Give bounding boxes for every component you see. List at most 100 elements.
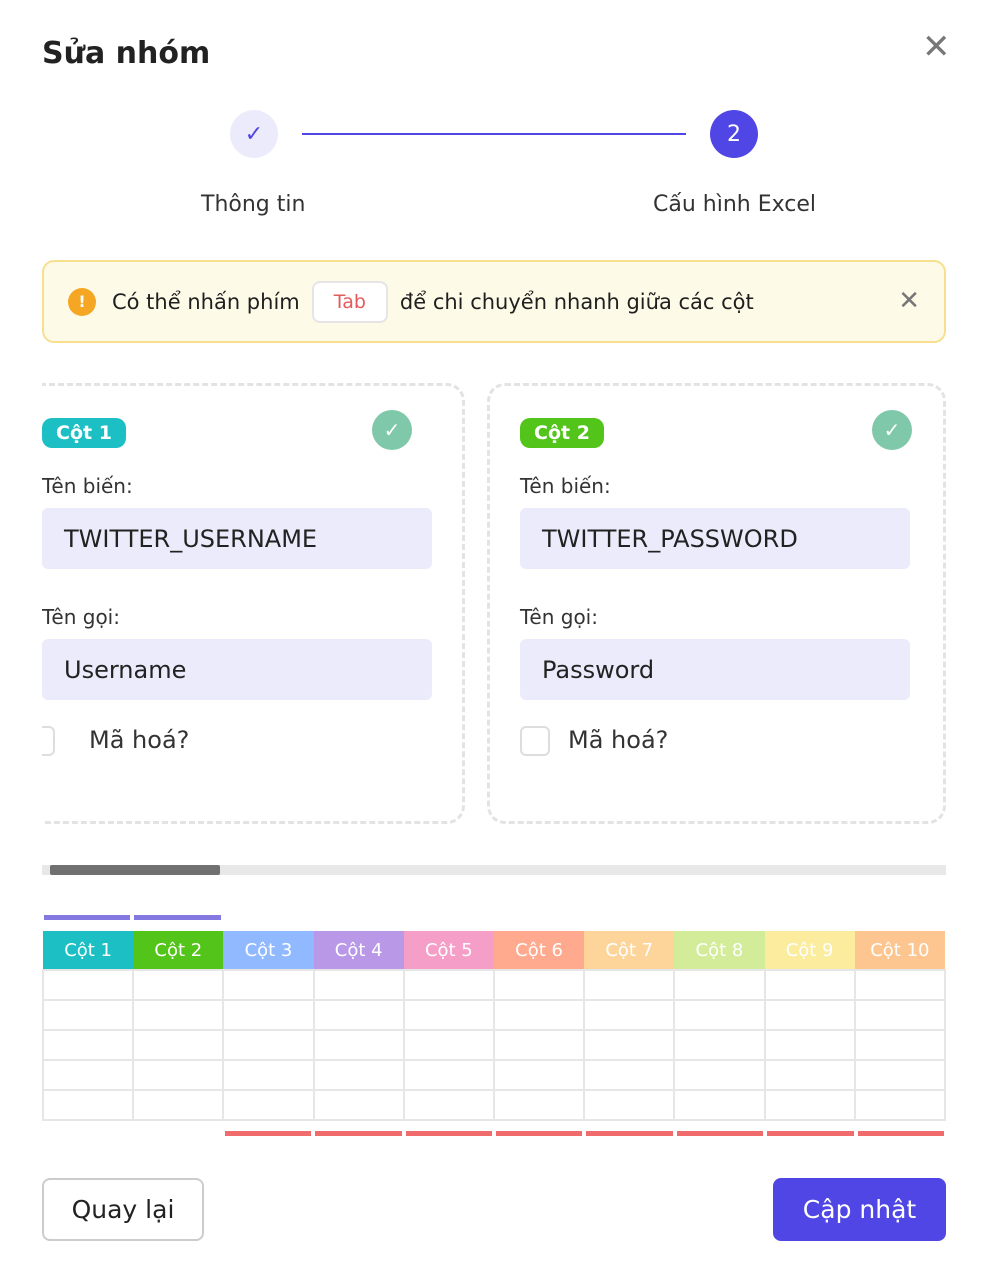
alert-text-before: Có thể nhấn phím bbox=[112, 289, 300, 314]
table-cell[interactable] bbox=[583, 1059, 676, 1091]
table-cell[interactable] bbox=[312, 999, 405, 1031]
unconfigured-marker bbox=[405, 1131, 492, 1136]
table-cell[interactable] bbox=[132, 999, 225, 1031]
tab-key: Tab bbox=[311, 280, 388, 323]
table-cell[interactable] bbox=[853, 999, 947, 1031]
table-cell[interactable] bbox=[312, 1089, 405, 1121]
unconfigured-marker bbox=[586, 1131, 673, 1136]
table-cell[interactable] bbox=[41, 999, 135, 1031]
warning-icon: ! bbox=[68, 287, 96, 316]
table-cell[interactable] bbox=[132, 1089, 225, 1121]
table-cell[interactable] bbox=[583, 1029, 676, 1061]
step-1-check-icon[interactable]: ✓ bbox=[230, 110, 278, 158]
table-cell[interactable] bbox=[402, 999, 495, 1031]
table-cell[interactable] bbox=[763, 1059, 856, 1091]
table-cell[interactable] bbox=[41, 1059, 135, 1091]
display-name-label: Tên gọi: bbox=[42, 605, 120, 629]
column-header[interactable]: Cột 3 bbox=[223, 931, 314, 970]
encrypt-label: Mã hoá? bbox=[89, 726, 190, 754]
table-cell[interactable] bbox=[763, 1029, 856, 1061]
dialog-title: Sửa nhóm bbox=[42, 36, 211, 71]
table-cell[interactable] bbox=[222, 1029, 315, 1061]
table-cell[interactable] bbox=[673, 1029, 766, 1061]
table-row bbox=[41, 1089, 947, 1121]
table-cell[interactable] bbox=[763, 999, 856, 1031]
column-badge: Cột 2 bbox=[520, 418, 604, 448]
table-cell[interactable] bbox=[402, 1059, 495, 1091]
encrypt-checkbox[interactable] bbox=[42, 726, 55, 756]
step-2-marker[interactable]: 2 bbox=[710, 110, 758, 158]
table-cell[interactable] bbox=[853, 1059, 947, 1091]
table-cell[interactable] bbox=[132, 969, 225, 1001]
column-header[interactable]: Cột 6 bbox=[493, 931, 585, 970]
horizontal-scrollbar[interactable] bbox=[42, 865, 946, 875]
display-name-input[interactable]: Username bbox=[42, 639, 432, 700]
variable-name-input[interactable]: TWITTER_USERNAME bbox=[42, 508, 432, 569]
table-cell[interactable] bbox=[41, 1029, 135, 1061]
table-cell[interactable] bbox=[763, 969, 856, 1001]
table-cell[interactable] bbox=[763, 1089, 856, 1121]
step-2-label: Cấu hình Excel bbox=[653, 192, 816, 217]
unconfigured-marker bbox=[857, 1131, 944, 1136]
table-cell[interactable] bbox=[583, 1089, 676, 1121]
column-header[interactable]: Cột 2 bbox=[133, 931, 224, 970]
variable-name-input[interactable]: TWITTER_PASSWORD bbox=[520, 508, 910, 569]
table-cell[interactable] bbox=[312, 1029, 405, 1061]
table-cell[interactable] bbox=[402, 1089, 495, 1121]
table-cell[interactable] bbox=[853, 969, 947, 1001]
table-cell[interactable] bbox=[41, 969, 135, 1001]
stepper-connector bbox=[302, 133, 686, 135]
table-cell[interactable] bbox=[673, 999, 766, 1031]
encrypt-checkbox[interactable] bbox=[520, 726, 550, 756]
column-header[interactable]: Cột 4 bbox=[313, 931, 404, 970]
scrollbar-thumb[interactable] bbox=[50, 865, 220, 875]
column-badge: Cột 1 bbox=[42, 418, 126, 448]
unconfigured-marker bbox=[224, 1131, 312, 1136]
close-icon[interactable]: ✕ bbox=[922, 27, 951, 67]
variable-name-label: Tên biến: bbox=[42, 474, 133, 498]
configured-marker bbox=[134, 915, 221, 920]
column-header[interactable]: Cột 10 bbox=[854, 931, 945, 970]
table-cell[interactable] bbox=[222, 969, 315, 1001]
table-cell[interactable] bbox=[492, 1029, 586, 1061]
table-cell[interactable] bbox=[222, 1059, 315, 1091]
table-cell[interactable] bbox=[222, 1089, 315, 1121]
table-cell[interactable] bbox=[132, 1029, 225, 1061]
table-cell[interactable] bbox=[312, 969, 405, 1001]
table-row bbox=[41, 1029, 947, 1061]
column-header[interactable]: Cột 5 bbox=[403, 931, 494, 970]
table-cell[interactable] bbox=[132, 1059, 225, 1091]
display-name-label: Tên gọi: bbox=[520, 605, 598, 629]
table-cell[interactable] bbox=[673, 1089, 766, 1121]
table-cell[interactable] bbox=[402, 969, 495, 1001]
display-name-input[interactable]: Password bbox=[520, 639, 910, 700]
excel-preview-table: Cột 1 Cột 2 Cột 3 Cột 4 Cột 5 Cột 6 Cột 7 Cột 8… bbox=[41, 931, 947, 1121]
table-row bbox=[41, 1059, 947, 1091]
valid-check-icon: ✓ bbox=[372, 410, 412, 450]
table-cell[interactable] bbox=[492, 999, 586, 1031]
table-cell[interactable] bbox=[492, 1089, 586, 1121]
table-row bbox=[41, 999, 947, 1031]
column-header[interactable]: Cột 1 bbox=[43, 931, 134, 970]
table-cell[interactable] bbox=[492, 1059, 586, 1091]
configured-marker bbox=[44, 915, 131, 920]
table-cell[interactable] bbox=[402, 1029, 495, 1061]
column-header[interactable]: Cột 7 bbox=[584, 931, 675, 970]
table-cell[interactable] bbox=[41, 1089, 135, 1121]
table-cell[interactable] bbox=[312, 1059, 405, 1091]
column-header[interactable]: Cột 8 bbox=[674, 931, 765, 970]
back-button[interactable]: Quay lại bbox=[42, 1178, 204, 1241]
table-cell[interactable] bbox=[853, 1029, 947, 1061]
table-cell[interactable] bbox=[583, 999, 676, 1031]
update-button[interactable]: Cập nhật bbox=[773, 1178, 946, 1241]
table-cell[interactable] bbox=[853, 1089, 947, 1121]
table-cell[interactable] bbox=[673, 1059, 766, 1091]
table-cell[interactable] bbox=[492, 969, 586, 1001]
alert-close-icon[interactable]: ✕ bbox=[898, 286, 920, 316]
table-row bbox=[41, 969, 947, 1001]
variable-name-label: Tên biến: bbox=[520, 474, 611, 498]
table-cell[interactable] bbox=[673, 969, 766, 1001]
table-cell[interactable] bbox=[583, 969, 676, 1001]
column-header[interactable]: Cột 9 bbox=[764, 931, 855, 970]
table-cell[interactable] bbox=[222, 999, 315, 1031]
